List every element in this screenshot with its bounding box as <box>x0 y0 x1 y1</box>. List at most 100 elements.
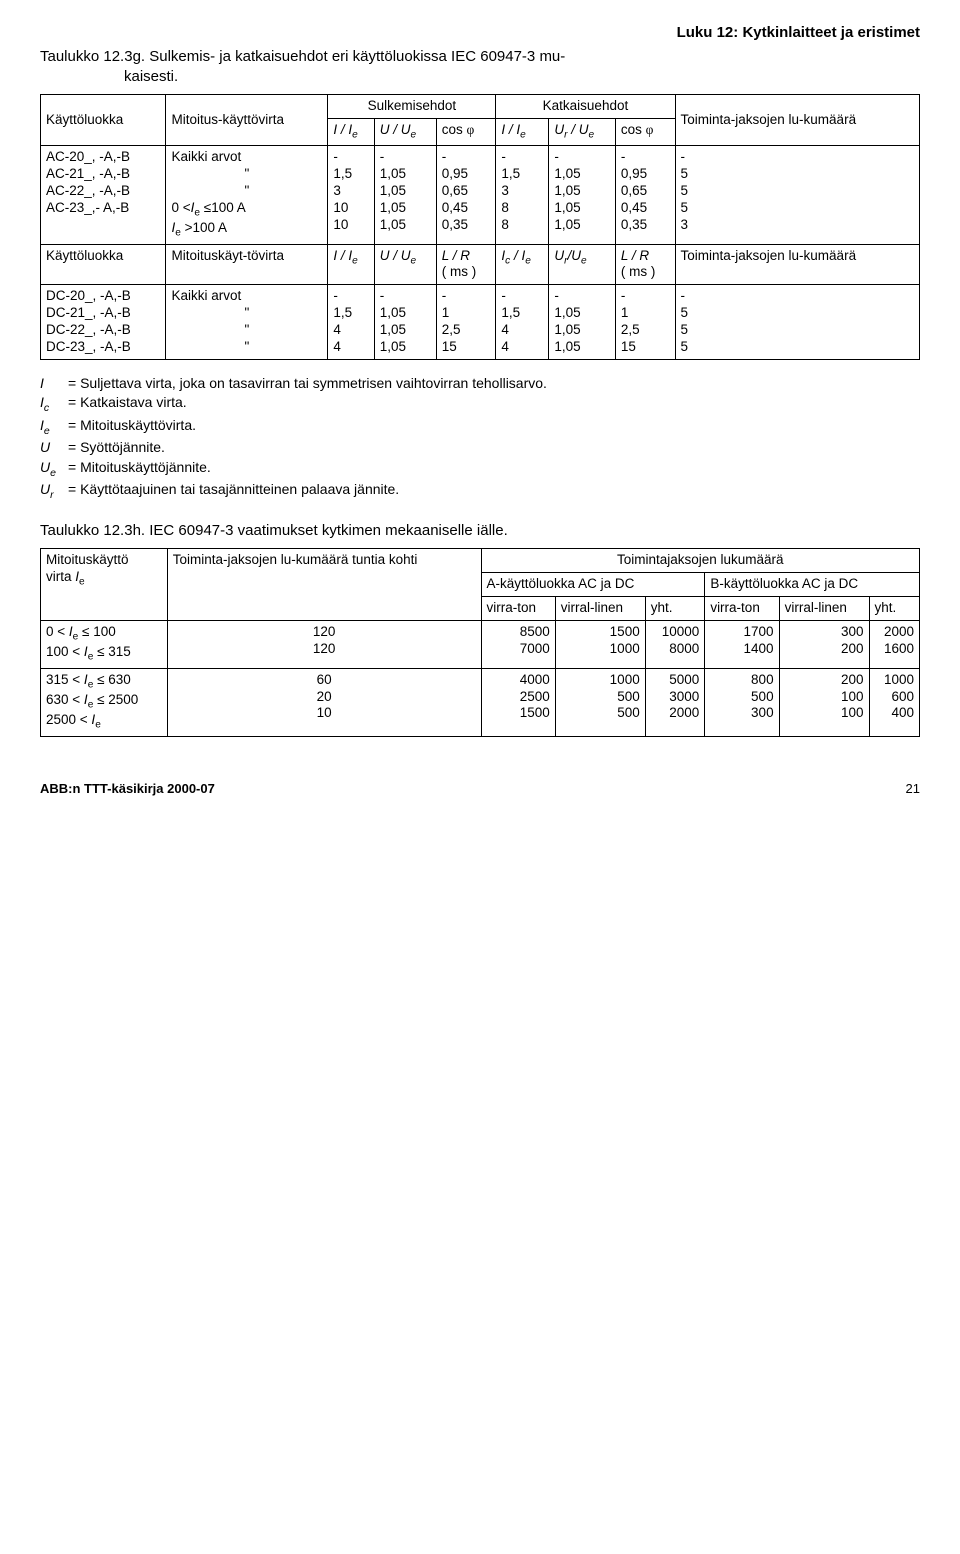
t: 300 <box>841 624 864 639</box>
caption-prefix: Taulukko 12.3h. <box>40 522 145 539</box>
subhead: I / Ie <box>328 118 374 145</box>
text: I / I <box>333 122 352 137</box>
t: 1,05 <box>380 322 406 337</box>
col-toimintajaksojen: Toimintajaksojen lukumäärä <box>481 549 919 573</box>
table-g-caption: Taulukko 12.3g. Sulkemis- ja katkaisuehd… <box>40 47 920 86</box>
text: >100 A <box>181 220 227 235</box>
t: 2000 <box>669 705 699 720</box>
sub: e <box>520 130 526 141</box>
t: 1,05 <box>380 200 406 215</box>
text: U <box>554 122 564 137</box>
t: 1,5 <box>501 166 520 181</box>
col-toiminta: Toiminta-jaksojen lu-kumäärä <box>675 95 920 146</box>
t: 1,05 <box>554 339 580 354</box>
t: ( ms ) <box>442 264 477 279</box>
cell: -1,051,051,051,05 <box>374 146 436 244</box>
text: 0 < <box>171 200 190 215</box>
t: " <box>171 322 322 339</box>
sub: e <box>352 255 358 266</box>
t: 8 <box>501 200 509 215</box>
cell: 1000600400 <box>869 668 919 736</box>
cell: DC-20_, -A,-B DC-21_, -A,-B DC-22_, -A,-… <box>41 285 166 360</box>
t: 8000 <box>669 641 699 656</box>
t: 10 <box>333 217 348 232</box>
sub: e <box>410 130 416 141</box>
cell: -12,515 <box>436 285 496 360</box>
table-row: 315 < Ie ≤ 630 630 < Ie ≤ 2500 2500 < Ie… <box>41 668 920 736</box>
t: - <box>621 149 626 164</box>
text: ≤100 A <box>200 200 246 215</box>
cell: Käyttöluokka <box>41 244 166 285</box>
t: 4 <box>333 339 341 354</box>
t: 0,35 <box>621 217 647 232</box>
legend-text: = Mitoituskäyttöjännite. <box>68 458 211 480</box>
t: 2500 <box>520 689 550 704</box>
t: 4000 <box>520 672 550 687</box>
t: / I <box>510 248 525 263</box>
t: 1,05 <box>380 305 406 320</box>
t: virta <box>46 569 75 584</box>
t: 800 <box>751 672 774 687</box>
t: 1,05 <box>380 339 406 354</box>
t: - <box>681 288 686 303</box>
t: 1,05 <box>380 217 406 232</box>
cell: -1,544 <box>328 285 374 360</box>
table-row: Käyttöluokka Mitoitus-käyttövirta Sulkem… <box>41 95 920 119</box>
cell: -12,515 <box>615 285 675 360</box>
t: L / R <box>621 248 649 263</box>
t: ( ms ) <box>621 264 656 279</box>
t: DC-20_, -A,-B <box>46 288 131 303</box>
t: - <box>554 288 559 303</box>
t: 4 <box>501 339 509 354</box>
subhead: yht. <box>869 597 919 621</box>
subhead: virral-linen <box>779 597 869 621</box>
cell: Toiminta-jaksojen lu-kumäärä <box>675 244 920 285</box>
t: 400 <box>891 705 914 720</box>
t: 1,05 <box>380 166 406 181</box>
chapter-title: Luku 12: Kytkinlaitteet ja eristimet <box>40 24 920 41</box>
cell: 300200 <box>779 621 869 669</box>
t: 120 <box>313 641 336 656</box>
footer-page-number: 21 <box>906 781 920 796</box>
subhead: cos φ <box>615 118 675 145</box>
col-mitoituskaytto: Mitoituskäyttö virta Ie <box>41 549 168 621</box>
t: 1000 <box>610 641 640 656</box>
t: 100 <box>841 705 864 720</box>
subhead: U / Ue <box>374 118 436 145</box>
legend-text: = Käyttötaajuinen tai tasajännitteinen p… <box>68 480 399 502</box>
legend-text: = Mitoituskäyttövirta. <box>68 416 196 438</box>
cell: 500030002000 <box>645 668 705 736</box>
cell: 0 < Ie ≤ 100 100 < Ie ≤ 315 <box>41 621 168 669</box>
subhead: virral-linen <box>555 597 645 621</box>
t: 1600 <box>884 641 914 656</box>
cell: -555 <box>675 285 920 360</box>
cell: 20001600 <box>869 621 919 669</box>
t: 0,35 <box>442 217 468 232</box>
t: 600 <box>891 689 914 704</box>
t: 10 <box>317 705 332 720</box>
subhead: virra-ton <box>481 597 555 621</box>
t: 2,5 <box>621 322 640 337</box>
cell: I / Ie <box>328 244 374 285</box>
t: " <box>171 305 322 322</box>
cell: 100008000 <box>645 621 705 669</box>
legend: I= Suljettava virta, joka on tasavirran … <box>40 374 920 503</box>
table-g-ac: Käyttöluokka Mitoitus-käyttövirta Sulkem… <box>40 94 920 360</box>
t: 4 <box>501 322 509 337</box>
t: U <box>554 248 564 263</box>
t: 1400 <box>744 641 774 656</box>
t: 1 <box>442 305 450 320</box>
t: 3 <box>501 183 509 198</box>
cell: Mitoituskäyt-tövirta <box>166 244 328 285</box>
cell: 315 < Ie ≤ 630 630 < Ie ≤ 2500 2500 < Ie <box>41 668 168 736</box>
cell: L / R( ms ) <box>615 244 675 285</box>
cell: 602010 <box>167 668 481 736</box>
text: U / U <box>380 122 411 137</box>
t: 4 <box>333 322 341 337</box>
caption-prefix: Taulukko 12.3g. <box>40 48 145 65</box>
subhead: I / Ie <box>496 118 549 145</box>
text: AC-20_, -A,-B <box>46 149 130 164</box>
t: 1,05 <box>554 305 580 320</box>
text: " <box>171 183 322 200</box>
text: cos <box>442 122 467 137</box>
